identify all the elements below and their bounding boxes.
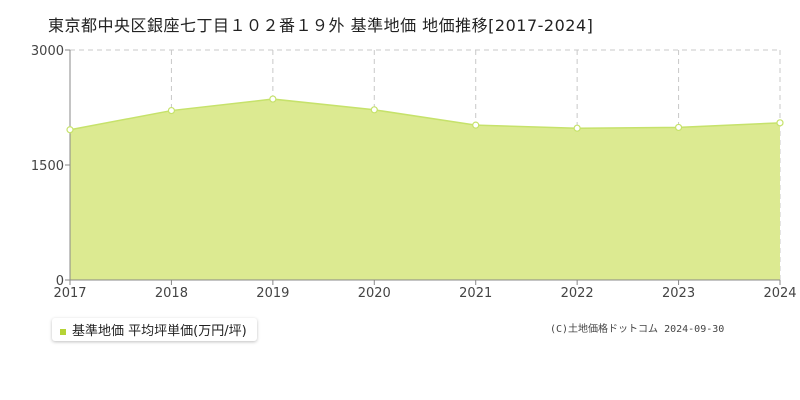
data-point	[472, 121, 480, 129]
x-tick-label: 2018	[155, 286, 188, 301]
series-line	[69, 98, 781, 131]
x-tick-label: 2024	[763, 286, 796, 301]
legend: 基準地価 平均坪単価(万円/坪)	[52, 318, 257, 341]
y-tick-label: 0	[56, 274, 64, 289]
data-point	[776, 119, 784, 127]
legend-marker-icon	[60, 328, 66, 335]
data-point	[370, 106, 378, 114]
data-point	[674, 123, 683, 132]
series-area	[69, 98, 781, 280]
x-tick-label: 2020	[358, 286, 391, 301]
y-tick-labels: 0 1500 3000	[31, 44, 64, 289]
x-tick-label: 2017	[53, 286, 86, 301]
legend-label: 基準地価 平均坪単価(万円/坪)	[72, 324, 247, 339]
y-tick-label: 1500	[31, 159, 64, 174]
data-points	[66, 95, 784, 134]
y-tick-label: 3000	[31, 44, 64, 59]
axes	[65, 49, 781, 285]
chart-title: 東京都中央区銀座七丁目１０２番１９外 基準地価 地価推移[2017-2024]	[48, 16, 594, 35]
copyright-notice: (C)土地価格ドットコム 2024-09-30	[550, 324, 725, 335]
data-point	[167, 106, 176, 115]
x-tick-label: 2022	[561, 286, 594, 301]
data-point	[66, 126, 74, 134]
x-tick-label: 2021	[459, 286, 492, 301]
x-tick-label: 2019	[256, 286, 289, 301]
x-tick-labels: 2017 2018 2019 2020 2021 2022 2023 2024	[53, 286, 796, 301]
series-area-fill	[70, 99, 780, 280]
x-tick-label: 2023	[662, 286, 695, 301]
data-point	[573, 124, 581, 132]
data-point	[269, 95, 277, 103]
